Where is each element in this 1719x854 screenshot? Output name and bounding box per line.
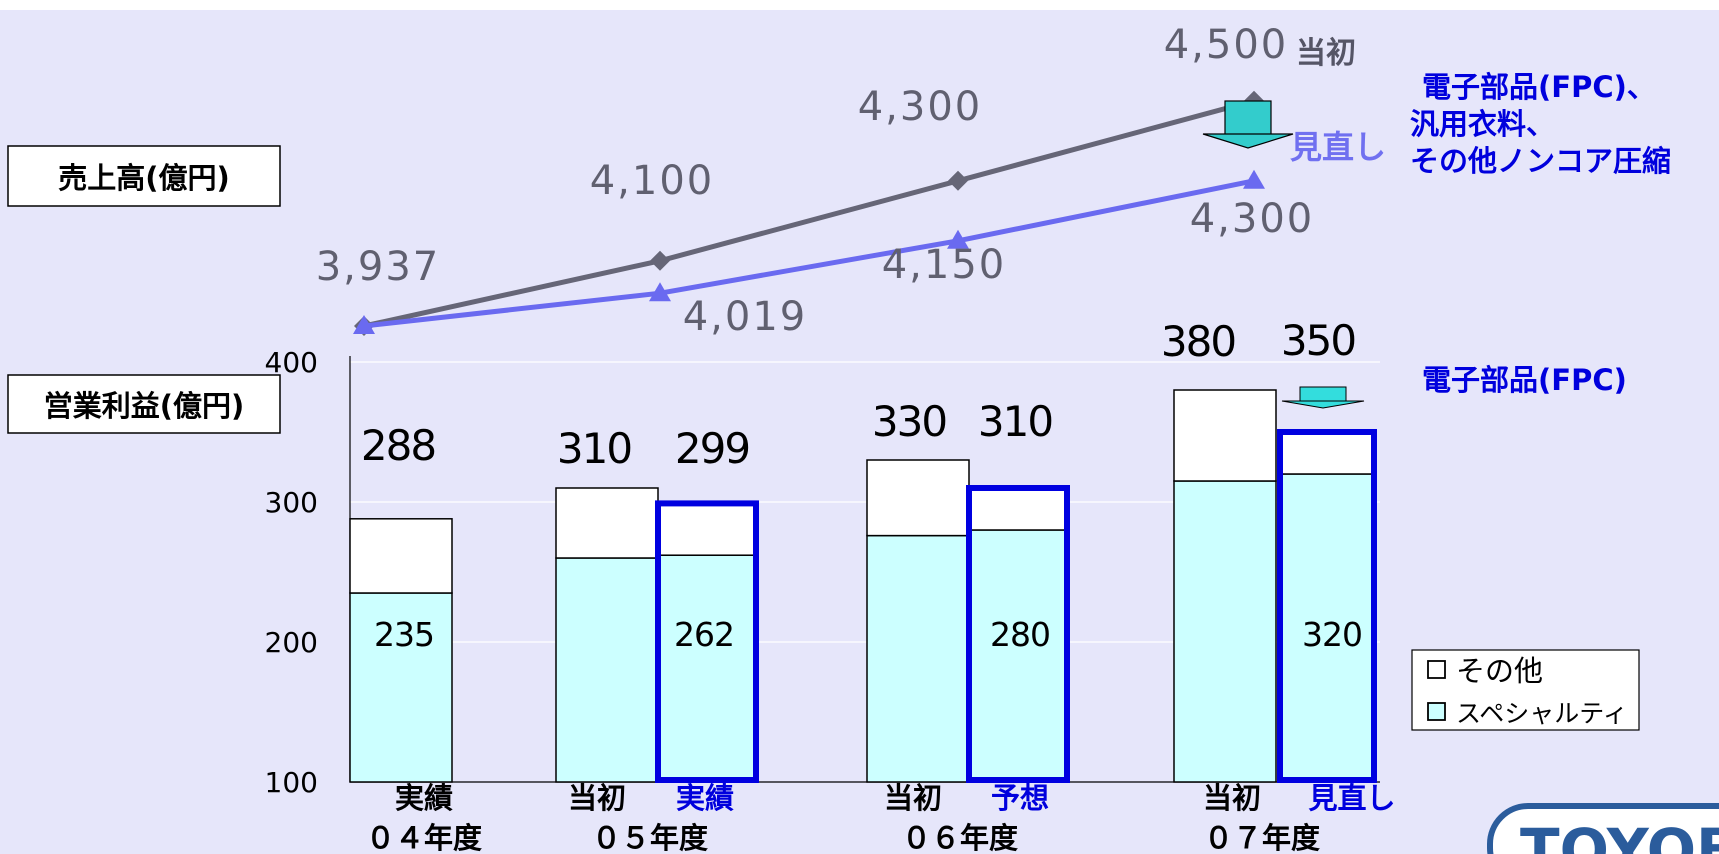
sales-point-marker	[649, 282, 671, 302]
bar-specialty-segment	[866, 534, 970, 783]
y-tick-labels: 100 200 300 400	[265, 346, 318, 799]
bar-other-segment	[1173, 389, 1277, 482]
x-category-labels: 実績 当初 実績 当初 予想 当初 見直し ０４年度 ０５年度 ０６年度 ０７年度	[366, 781, 1396, 854]
sales-point-marker	[1243, 169, 1265, 189]
legend-box	[1411, 649, 1640, 731]
profit-revision-arrow-icon	[1281, 386, 1365, 409]
bar-total-label: 310	[978, 397, 1052, 446]
bar-total-label: 288	[361, 421, 435, 470]
sales-section-box	[7, 145, 281, 207]
profit-section-box	[7, 374, 281, 434]
bar-specialty-label: 280	[990, 615, 1050, 654]
sales-label-06-revised: 4,150	[882, 242, 1007, 288]
company-logo: TOYOBO	[1487, 803, 1719, 854]
y-tick-label: 100	[265, 766, 318, 799]
y-tick-label: 400	[265, 346, 318, 379]
sales-line	[363, 178, 1255, 329]
sales-label-07-revised: 4,300	[1190, 196, 1315, 242]
sales-revision-arrow-icon	[1202, 100, 1294, 149]
sales-point-marker	[948, 170, 968, 191]
legend-swatch-specialty	[1427, 702, 1446, 721]
bar-highlight-border	[1277, 429, 1377, 783]
bar-highlight-border	[655, 500, 759, 783]
x-year-label: ０６年度	[902, 821, 1018, 854]
bar-total-label: 299	[675, 424, 749, 473]
sales-point-marker	[947, 229, 969, 249]
bar-specialty-label: 235	[374, 615, 434, 654]
sales-point-marker	[353, 315, 375, 334]
x-status-label: 実績	[676, 781, 734, 815]
series-label-original: 当初	[1296, 36, 1356, 71]
bar-other-segment	[966, 487, 1070, 531]
bar-other-segment	[655, 502, 759, 556]
legend: その他 スペシャルティ	[1411, 649, 1640, 731]
x-status-label: 予想	[991, 781, 1049, 815]
legend-swatch-other	[1427, 660, 1446, 679]
sales-label-05-revised: 4,019	[683, 294, 808, 340]
bar-other-segment	[555, 487, 659, 559]
bar-total-label: 310	[557, 424, 631, 473]
sales-label-05-original: 4,100	[590, 158, 715, 204]
bar-specialty-segment	[1277, 473, 1377, 783]
x-year-label: ０５年度	[592, 821, 708, 854]
x-year-label: ０４年度	[366, 821, 482, 854]
x-status-label: 実績	[395, 781, 453, 815]
legend-label-specialty: スペシャルティ	[1456, 699, 1628, 728]
x-status-label: 当初	[568, 781, 626, 815]
x-status-label: 当初	[1203, 781, 1261, 815]
sales-lines	[353, 90, 1265, 336]
sales-label-06-original: 4,300	[858, 84, 983, 130]
y-tick-label: 300	[265, 486, 318, 519]
sales-annotation-line1: 電子部品(FPC)、	[1422, 70, 1656, 104]
bar-total-label: 330	[872, 397, 946, 446]
sales-section-label: 売上高(億円)	[58, 161, 230, 195]
bar-highlight-border	[966, 485, 1070, 783]
x-status-label: 当初	[884, 781, 942, 815]
bar-specialty-segment	[555, 557, 659, 783]
x-year-label: ０７年度	[1204, 821, 1320, 854]
bar-total-label: 350	[1281, 316, 1355, 365]
profit-annotation: 電子部品(FPC)	[1422, 363, 1627, 397]
series-label-revised: 見直し	[1290, 128, 1386, 166]
profit-bars: 288 235 310 299 262 330 310 280 380 350 320	[349, 316, 1377, 783]
bar-specialty-segment	[655, 554, 759, 783]
sales-annotation-line2: 汎用衣料、	[1410, 107, 1555, 141]
x-status-label: 見直し	[1308, 781, 1395, 815]
bar-other-segment	[866, 459, 970, 537]
bar-total-label: 380	[1161, 317, 1235, 366]
sales-point-marker	[650, 250, 670, 271]
bar-other-segment	[1277, 431, 1377, 475]
bar-specialty-label: 320	[1302, 615, 1362, 654]
sales-label-07-original: 4,500	[1164, 22, 1289, 68]
sales-line	[363, 98, 1255, 329]
bar-specialty-segment	[966, 529, 1070, 783]
logo-text: TOYOBO	[1520, 816, 1719, 854]
profit-section-label: 営業利益(億円)	[44, 389, 245, 423]
bar-specialty-segment	[1173, 480, 1277, 783]
sales-label-04: 3,937	[316, 244, 441, 290]
bar-specialty-label: 262	[674, 615, 734, 654]
y-tick-label: 200	[265, 626, 318, 659]
bar-specialty-segment	[349, 592, 453, 783]
top-band	[0, 0, 1719, 10]
legend-label-other: その他	[1456, 654, 1543, 688]
bar-other-segment	[349, 518, 453, 594]
sales-annotation-line3: その他ノンコア圧縮	[1410, 144, 1671, 178]
